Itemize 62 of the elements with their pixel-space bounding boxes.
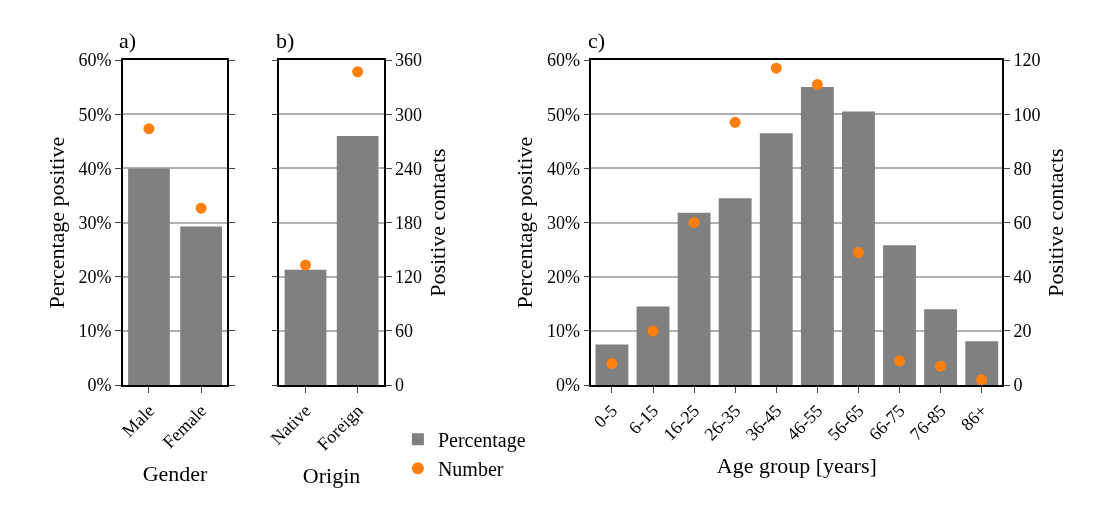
- y-axis-title: Percentage positive: [43, 136, 69, 309]
- y-tick-label: 50%: [78, 104, 112, 125]
- x-axis-title: Gender: [142, 460, 209, 486]
- y2-tick-label: 20: [1013, 321, 1032, 342]
- x-tick-label: 6-15: [624, 400, 663, 439]
- point: [770, 62, 782, 74]
- y2-axis-title: Positive contacts: [1043, 148, 1069, 297]
- y-tick-label: 50%: [547, 104, 581, 125]
- legend-label: Number: [437, 458, 504, 481]
- x-axis-title: Age group [years]: [716, 452, 877, 478]
- point: [688, 217, 700, 229]
- point: [647, 325, 659, 337]
- y2-tick-label: 180: [395, 212, 423, 233]
- point: [852, 246, 864, 258]
- y-tick-label: 0%: [556, 375, 581, 396]
- bar: [759, 133, 793, 386]
- y-tick-label: 10%: [547, 321, 581, 342]
- bar: [883, 245, 916, 386]
- y-tick-label: 30%: [547, 212, 581, 233]
- bar: [677, 212, 711, 386]
- x-axis-title: Origin: [302, 462, 361, 488]
- y-tick-label: 0%: [87, 375, 112, 396]
- chart-title: b): [276, 28, 295, 53]
- y2-tick-label: 120: [1013, 50, 1041, 71]
- y-tick-label: 20%: [547, 267, 581, 288]
- y2-tick-label: 360: [395, 50, 423, 71]
- y-tick-label: 60%: [78, 50, 112, 71]
- bar: [636, 306, 670, 386]
- y2-tick-label: 300: [395, 104, 423, 125]
- y-tick-label: 60%: [547, 50, 581, 71]
- bar: [965, 341, 999, 386]
- y-tick-label: 30%: [78, 212, 112, 233]
- chart-title: a): [119, 28, 137, 53]
- y2-axis-title: Positive contacts: [424, 148, 450, 297]
- point: [894, 355, 906, 367]
- point: [729, 116, 741, 128]
- y2-tick-label: 0: [395, 375, 405, 396]
- chart-title: c): [588, 28, 606, 53]
- y-tick-label: 10%: [78, 321, 112, 342]
- y2-tick-label: 60: [395, 321, 414, 342]
- y-tick-label: 20%: [78, 267, 112, 288]
- y-tick-label: 40%: [547, 158, 581, 179]
- legend-label: Percentage: [437, 429, 526, 453]
- y-tick-label: 40%: [78, 158, 112, 179]
- y2-tick-label: 100: [1013, 104, 1041, 125]
- x-tick-label: 86+: [956, 400, 991, 435]
- y2-tick-label: 0: [1013, 375, 1023, 396]
- y-axis-title: Percentage positive: [512, 136, 538, 309]
- y2-tick-label: 120: [395, 267, 423, 288]
- y2-tick-label: 40: [1013, 267, 1032, 288]
- point: [935, 360, 947, 372]
- bar: [924, 309, 958, 386]
- bar: [800, 87, 834, 386]
- y2-tick-label: 60: [1013, 212, 1032, 233]
- point: [811, 78, 823, 90]
- point: [976, 374, 988, 386]
- x-tick-label: 0-5: [589, 400, 622, 432]
- bar: [595, 344, 629, 386]
- y2-tick-label: 80: [1013, 158, 1032, 179]
- bar: [718, 198, 752, 386]
- bar: [842, 111, 875, 386]
- y2-tick-label: 240: [395, 158, 423, 179]
